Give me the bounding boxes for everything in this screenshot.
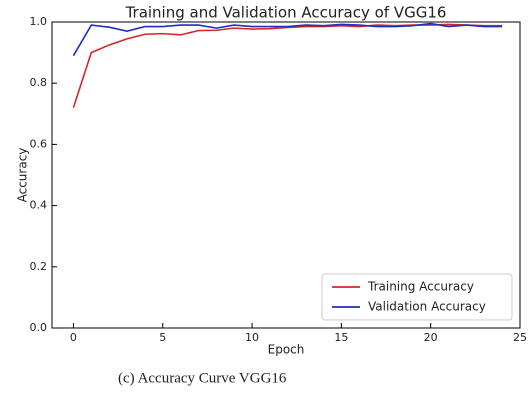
chart-title: Training and Validation Accuracy of VGG1… xyxy=(125,4,447,22)
y-tick-label: 0.6 xyxy=(30,137,48,150)
y-tick-label: 0.0 xyxy=(30,321,48,334)
x-tick-label: 25 xyxy=(513,331,527,344)
y-tick-label: 0.2 xyxy=(30,260,48,273)
caption: (c) Accuracy Curve VGG16 xyxy=(118,370,287,386)
x-tick-label: 15 xyxy=(334,331,348,344)
x-tick-label: 20 xyxy=(424,331,438,344)
y-tick-label: 0.4 xyxy=(30,199,48,212)
y-tick-label: 0.8 xyxy=(30,76,48,89)
legend-label: Validation Accuracy xyxy=(368,300,486,314)
legend-box xyxy=(321,273,513,321)
x-tick-label: 0 xyxy=(70,331,77,344)
y-tick-label: 1.0 xyxy=(30,15,48,28)
y-axis-label: Accuracy xyxy=(16,148,30,203)
x-axis-label: Epoch xyxy=(268,343,305,357)
line-series xyxy=(72,23,503,108)
legend-label: Training Accuracy xyxy=(367,280,474,294)
plot-frame xyxy=(51,21,521,329)
line-series xyxy=(72,22,503,57)
x-tick-label: 10 xyxy=(245,331,259,344)
x-tick-label: 5 xyxy=(159,331,166,344)
